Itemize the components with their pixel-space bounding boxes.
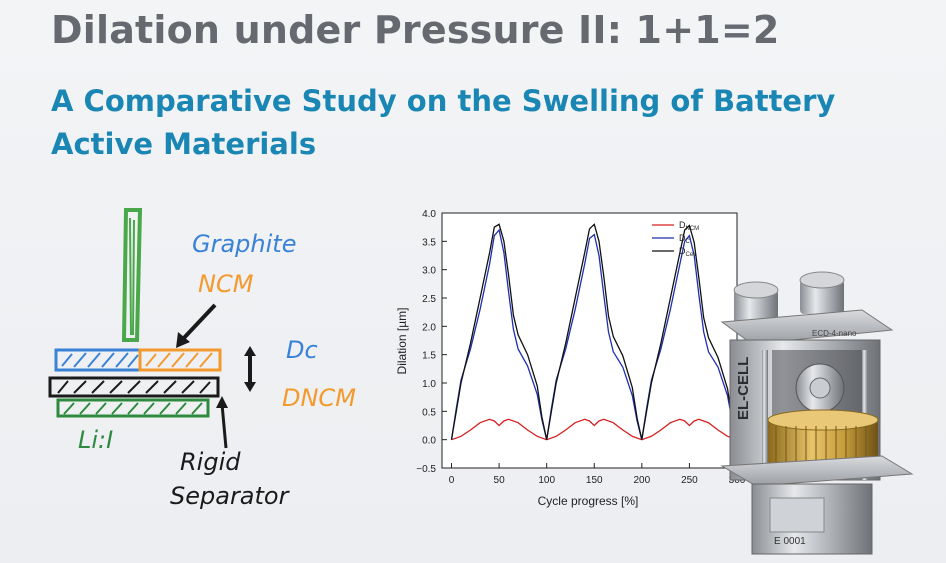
separator-layer bbox=[48, 376, 220, 398]
series-line-d-ncm bbox=[451, 418, 738, 441]
chart-series bbox=[450, 223, 738, 441]
lithium-layer bbox=[56, 398, 210, 418]
device-brand: EL-CELL bbox=[735, 357, 752, 420]
y-tick-label: 0.0 bbox=[422, 436, 436, 447]
separator-pointer-arrow bbox=[216, 396, 228, 449]
y-tick-label: 2.0 bbox=[422, 322, 436, 333]
guide-rod-left bbox=[762, 350, 768, 480]
y-axis-ticks: −0.5 0.0 0.5 1.0 1.5 2.0 2.5 3.0 3.5 4.0 bbox=[416, 209, 447, 475]
lithium-label: Li:I bbox=[78, 426, 113, 454]
x-tick-label: 250 bbox=[681, 475, 698, 486]
y-tick-label: 4.0 bbox=[422, 209, 436, 220]
page-title: Dilation under Pressure II: 1+1=2 bbox=[51, 8, 780, 52]
dilation-chart: −0.5 0.0 0.5 1.0 1.5 2.0 2.5 3.0 3.5 4.0 0 50 100 15… bbox=[395, 209, 746, 508]
y-tick-label: 3.5 bbox=[422, 237, 436, 248]
el-cell-device: EL-CELL ECD-4-nano E 0001 bbox=[720, 271, 914, 555]
x-tick-label: 0 bbox=[449, 475, 455, 486]
rigid-label: Rigid bbox=[180, 448, 241, 476]
top-knob-right bbox=[799, 271, 845, 314]
ncm-pointer-arrow bbox=[176, 303, 217, 348]
dilation-arrow bbox=[244, 346, 256, 392]
y-tick-label: 2.5 bbox=[422, 294, 436, 305]
y-tick-label: 1.5 bbox=[422, 351, 436, 362]
y-tick-label: 0.5 bbox=[422, 407, 436, 418]
ncm-layer bbox=[138, 348, 222, 372]
device-model-label: ECD-4-nano bbox=[812, 329, 857, 338]
cell-stack-sketch: Graphite NCM Dc DNCM Li:I Rigid Separato… bbox=[48, 208, 356, 510]
separator-label: Separator bbox=[170, 482, 291, 510]
base-plate bbox=[720, 455, 914, 487]
series-line-d-cell bbox=[450, 223, 738, 440]
ncm-label: NCM bbox=[198, 270, 254, 298]
graphite-label: Graphite bbox=[192, 230, 296, 258]
legend-label: DC bbox=[679, 233, 691, 245]
y-tick-label: 3.0 bbox=[422, 266, 436, 277]
y-tick-label: −0.5 bbox=[416, 464, 436, 475]
dc-label: Dc bbox=[286, 336, 318, 364]
legend-label: DCell bbox=[679, 246, 696, 258]
x-axis-label: Cycle progress [%] bbox=[538, 494, 639, 508]
page-subtitle: A Comparative Study on the Swelling of B… bbox=[51, 84, 836, 161]
series-line-d-c bbox=[450, 228, 738, 440]
y-axis-label: Dilation [µm] bbox=[395, 308, 409, 375]
x-tick-label: 50 bbox=[494, 475, 506, 486]
pressure-rod bbox=[121, 208, 143, 342]
y-tick-label: 1.0 bbox=[422, 379, 436, 390]
graphite-layer bbox=[54, 348, 142, 372]
legend-label: DNCM bbox=[679, 220, 699, 232]
x-tick-label: 100 bbox=[538, 475, 555, 486]
dncm-label: DNCM bbox=[282, 384, 356, 412]
x-tick-label: 200 bbox=[633, 475, 650, 486]
top-plate bbox=[720, 309, 894, 345]
top-knob-left bbox=[733, 281, 779, 324]
device-serial: E 0001 bbox=[774, 536, 806, 547]
chart-plot-area bbox=[441, 212, 738, 469]
x-tick-label: 150 bbox=[586, 475, 603, 486]
